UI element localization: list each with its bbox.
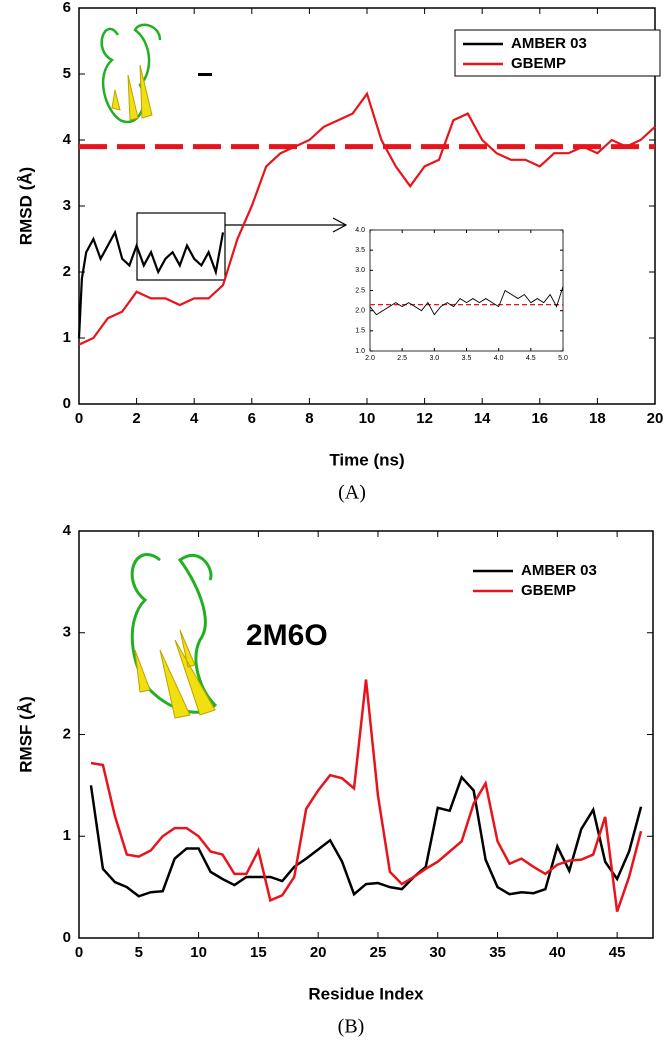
x-tick-label: 5 bbox=[135, 944, 143, 961]
x-tick-label: 20 bbox=[310, 944, 327, 961]
y-tick-label: 1.0 bbox=[355, 348, 365, 355]
y-tick-label: 2.0 bbox=[355, 308, 365, 315]
mark bbox=[198, 73, 212, 76]
x-tick-label: 4 bbox=[190, 410, 199, 427]
series-line bbox=[77, 229, 225, 339]
series-line bbox=[369, 286, 564, 316]
y-tick-label: 2.5 bbox=[355, 287, 365, 294]
y-tick-label: 1 bbox=[63, 329, 71, 346]
x-tick-label: 3.0 bbox=[429, 355, 439, 362]
x-tick-label: 2.5 bbox=[397, 355, 407, 362]
x-tick-label: 16 bbox=[531, 410, 548, 427]
x-tick-label: 10 bbox=[359, 410, 376, 427]
x-tick-label: 12 bbox=[416, 410, 433, 427]
y-tick-label: 0 bbox=[63, 929, 71, 946]
y-tick-label: 0 bbox=[63, 395, 71, 412]
legend-label: GBEMP bbox=[511, 55, 566, 72]
x-tick-label: 4.5 bbox=[526, 355, 536, 362]
x-tick-label: 3.5 bbox=[462, 355, 472, 362]
y-tick-label: 6 bbox=[63, 0, 71, 16]
caption: (B) bbox=[338, 1016, 365, 1038]
arrow-head bbox=[332, 217, 348, 233]
legend-label: GBEMP bbox=[521, 582, 576, 599]
plot-frame bbox=[369, 229, 564, 352]
y-tick-label: 4 bbox=[63, 131, 72, 148]
x-tick-label: 2 bbox=[132, 410, 140, 427]
y-tick-label: 4.0 bbox=[355, 227, 365, 234]
legend-label: AMBER 03 bbox=[511, 35, 587, 52]
series-line bbox=[90, 679, 643, 912]
protein-image bbox=[100, 23, 162, 124]
x-tick-label: 45 bbox=[609, 944, 626, 961]
y-tick-label: 2 bbox=[63, 725, 71, 742]
x-tick-label: 35 bbox=[489, 944, 506, 961]
y-tick-label: 5 bbox=[63, 65, 71, 82]
x-tick-label: 40 bbox=[549, 944, 566, 961]
zoom-box bbox=[136, 212, 226, 281]
x-tick-label: 6 bbox=[248, 410, 256, 427]
y-axis-label: RMSD (Å) bbox=[16, 167, 35, 245]
protein-image bbox=[130, 553, 218, 719]
x-axis-label: Time (ns) bbox=[329, 450, 404, 469]
x-tick-label: 0 bbox=[75, 944, 83, 961]
y-tick-label: 4 bbox=[63, 522, 72, 539]
x-tick-label: 20 bbox=[647, 410, 664, 427]
y-tick-label: 1.5 bbox=[355, 328, 365, 335]
x-tick-label: 25 bbox=[370, 944, 387, 961]
caption: (A) bbox=[338, 482, 366, 504]
x-tick-label: 4.0 bbox=[494, 355, 504, 362]
y-tick-label: 3.0 bbox=[355, 267, 365, 274]
x-tick-label: 8 bbox=[305, 410, 313, 427]
x-tick-label: 18 bbox=[589, 410, 606, 427]
legend-box bbox=[454, 29, 661, 77]
legend-label: AMBER 03 bbox=[521, 562, 597, 579]
annotation: 2M6O bbox=[246, 619, 328, 652]
series-line bbox=[89, 774, 643, 898]
y-tick-label: 2 bbox=[63, 263, 71, 280]
x-axis-label: Residue Index bbox=[308, 984, 424, 1003]
x-tick-label: 2.0 bbox=[365, 355, 375, 362]
x-tick-label: 15 bbox=[250, 944, 267, 961]
x-tick-label: 5.0 bbox=[558, 355, 568, 362]
x-tick-label: 0 bbox=[75, 410, 83, 427]
y-tick-label: 3 bbox=[63, 197, 71, 214]
y-axis-label: RMSF (Å) bbox=[16, 696, 35, 772]
x-tick-label: 30 bbox=[429, 944, 446, 961]
y-tick-label: 1 bbox=[63, 827, 71, 844]
series-line bbox=[78, 91, 656, 346]
x-tick-label: 14 bbox=[474, 410, 491, 427]
x-tick-label: 10 bbox=[190, 944, 207, 961]
y-tick-label: 3 bbox=[63, 624, 71, 641]
y-tick-label: 3.5 bbox=[355, 247, 365, 254]
